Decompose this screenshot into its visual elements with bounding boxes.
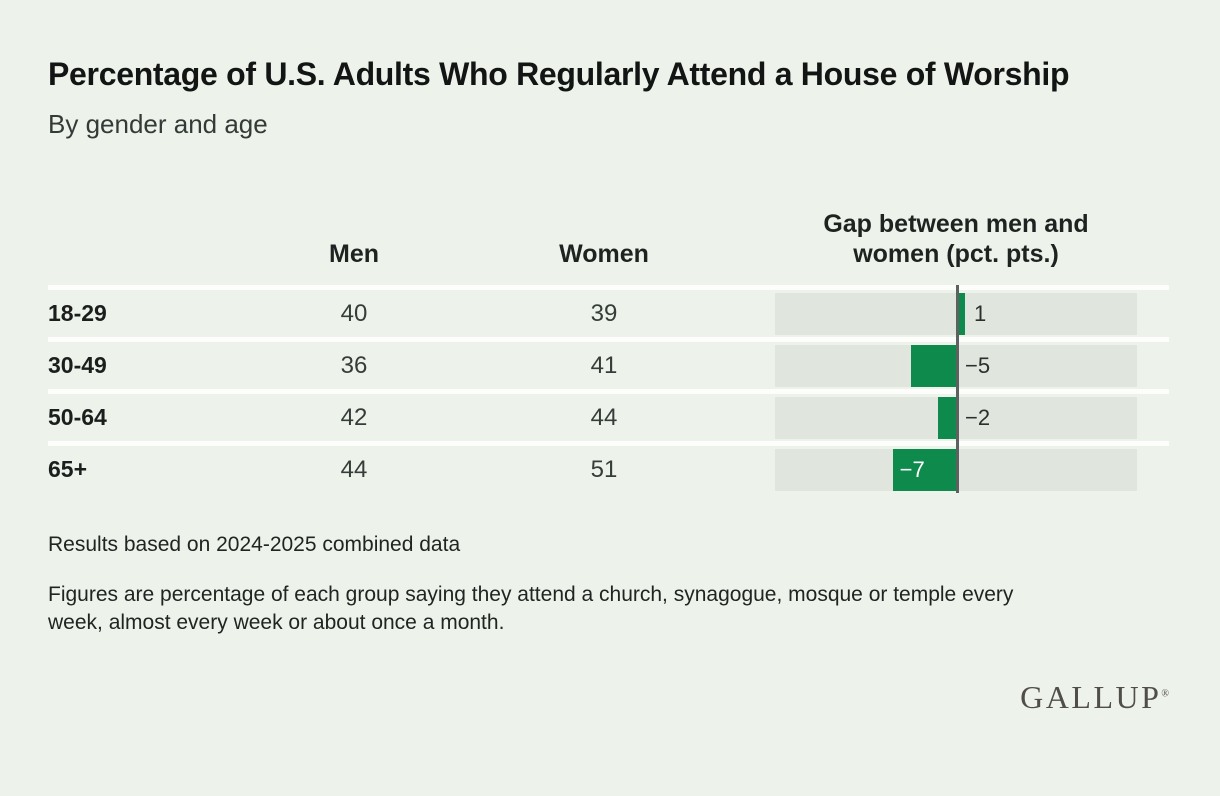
column-header-men: Men	[329, 240, 379, 268]
gap-value-label: −5	[965, 352, 991, 378]
row-separator	[48, 389, 1169, 394]
gap-bar-track: −5	[775, 344, 1137, 387]
row-separator	[48, 337, 1169, 342]
gap-cell: −5	[729, 342, 1169, 389]
men-value: 44	[340, 455, 368, 483]
table-body: 18-29 40 39 1 30-49 36 41 −5	[48, 285, 1169, 493]
gap-cell: −7	[729, 446, 1169, 493]
table-row-18-29: 18-29 40 39 1	[48, 290, 1169, 337]
gap-value-label: 1	[974, 300, 987, 326]
row-separator	[48, 441, 1169, 446]
table-row-30-49: 30-49 36 41 −5	[48, 342, 1169, 389]
women-value: 51	[590, 455, 618, 483]
women-value: 44	[590, 403, 618, 431]
age-group-label: 30-49	[48, 352, 107, 378]
table-header-row: Men Women Gap between men and women (pct…	[48, 209, 1169, 285]
gap-bar	[910, 344, 956, 387]
gap-header-wrap: Gap between men and women (pct. pts.)	[775, 209, 1137, 269]
source-note: Results based on 2024-2025 combined data	[48, 533, 461, 556]
table-row-65-plus: 65+ 44 51 −7	[48, 446, 1169, 493]
gap-value-label: −2	[965, 404, 991, 430]
men-value: 36	[340, 351, 368, 379]
method-note: Figures are percentage of each group say…	[48, 583, 1014, 634]
gallup-wordmark: GALLUP	[1020, 679, 1162, 715]
table-row-50-64: 50-64 42 44 −2	[48, 394, 1169, 441]
gap-bar	[937, 396, 956, 439]
age-group-label: 18-29	[48, 300, 107, 326]
women-value: 39	[590, 299, 618, 327]
men-value: 42	[340, 403, 368, 431]
chart-card: Percentage of U.S. Adults Who Regularly …	[48, 56, 1169, 716]
age-group-label: 65+	[48, 456, 88, 482]
zero-axis-line	[956, 285, 959, 493]
row-separator	[48, 285, 1169, 290]
column-header-women: Women	[559, 240, 649, 268]
gender-age-gap-table: Men Women Gap between men and women (pct…	[48, 209, 1169, 493]
age-group-label: 50-64	[48, 404, 107, 430]
column-header-gap: Gap between men and women (pct. pts.)	[729, 209, 1169, 285]
gap-cell: 1	[729, 290, 1169, 337]
gap-value-label: −7	[899, 456, 925, 482]
gap-header-text: Gap between men and women (pct. pts.)	[823, 210, 1089, 268]
gap-cell: −2	[729, 394, 1169, 441]
gap-bar	[892, 448, 956, 491]
women-value: 41	[590, 351, 618, 379]
gallup-logo: GALLUP®	[1020, 679, 1169, 715]
gap-bar	[956, 292, 966, 335]
brand-row: GALLUP®	[48, 679, 1169, 716]
men-value: 40	[340, 299, 368, 327]
page-subtitle: By gender and age	[48, 109, 268, 139]
page-title: Percentage of U.S. Adults Who Regularly …	[48, 56, 1070, 92]
registered-mark: ®	[1161, 688, 1169, 700]
